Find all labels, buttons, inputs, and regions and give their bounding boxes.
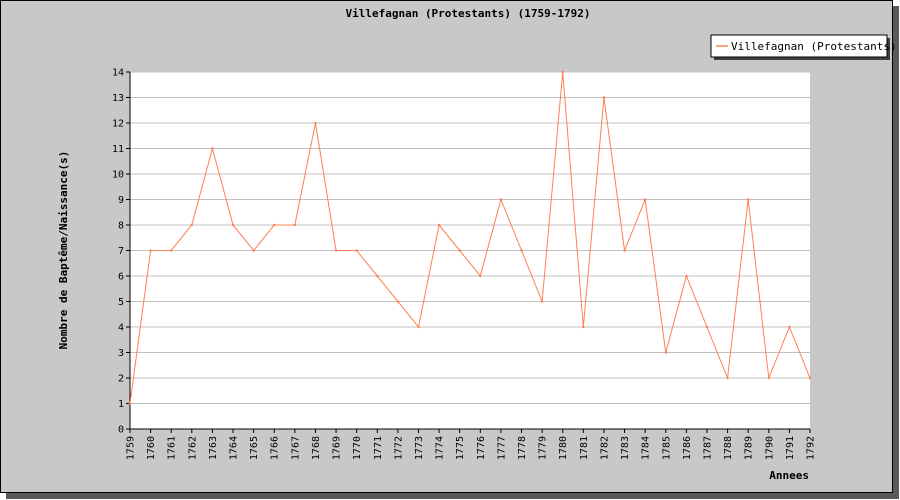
x-tick-label: 1781 — [579, 436, 590, 460]
y-tick-label: 8 — [118, 221, 124, 232]
x-tick-label: 1769 — [332, 436, 343, 460]
data-point — [705, 325, 709, 329]
x-tick-label: 1784 — [641, 436, 652, 460]
x-tick-label: 1786 — [682, 436, 693, 460]
data-point — [437, 223, 441, 227]
data-point — [479, 274, 482, 278]
chart-title: Villefagnan (Protestants) (1759-1792) — [345, 7, 590, 20]
x-tick-label: 1772 — [393, 436, 404, 460]
data-series — [128, 70, 812, 405]
x-tick-label: 1763 — [208, 436, 219, 460]
data-point — [293, 223, 297, 227]
x-tick-label: 1762 — [187, 436, 198, 460]
data-point — [170, 249, 173, 252]
data-point — [355, 249, 358, 252]
y-tick-label: 13 — [112, 93, 124, 104]
x-tick-label: 1759 — [126, 436, 137, 460]
axes — [126, 71, 811, 433]
y-tick-label: 4 — [118, 323, 124, 334]
data-point — [211, 147, 214, 150]
legend-box — [710, 34, 888, 58]
x-tick-label: 1775 — [455, 436, 466, 460]
x-tick-label: 1778 — [517, 436, 528, 460]
x-tick-label: 1768 — [311, 436, 322, 460]
x-tick-label: 1774 — [435, 436, 446, 460]
data-point — [190, 223, 194, 227]
x-tick-label: 1765 — [249, 436, 260, 460]
data-point — [582, 325, 585, 329]
data-point — [808, 376, 812, 380]
data-point — [273, 223, 276, 227]
data-point — [252, 249, 255, 252]
x-tick-label: 1788 — [723, 436, 734, 460]
data-point — [520, 249, 523, 252]
series-line — [129, 71, 811, 404]
y-tick-label: 11 — [112, 144, 124, 155]
x-tick-label: 1791 — [785, 436, 796, 460]
data-point — [376, 274, 379, 278]
x-tick-label: 1790 — [764, 436, 775, 460]
x-tick-label: 1785 — [661, 436, 672, 460]
y-tick-label: 9 — [118, 195, 124, 206]
frame-shadow-right — [893, 6, 899, 499]
x-tick-label: 1777 — [496, 436, 507, 460]
x-tick-label: 1779 — [538, 436, 549, 460]
data-point — [540, 300, 544, 303]
frame-shadow-bottom — [6, 493, 899, 499]
y-tick-label: 6 — [118, 272, 124, 283]
y-tick-label: 10 — [112, 170, 124, 181]
x-tick-label: 1780 — [558, 436, 569, 460]
y-axis-label: Nombre de Baptême/Naissance(s) — [57, 151, 70, 350]
x-axis-label: Annees — [769, 469, 809, 482]
data-point — [561, 70, 564, 74]
data-point — [458, 249, 461, 252]
y-tick-label: 14 — [112, 68, 124, 79]
x-tick-label: 1789 — [744, 436, 755, 460]
x-tick-label: 1771 — [373, 436, 384, 460]
legend: Villefagnan (Protestants) — [710, 34, 897, 60]
y-tick-label: 12 — [112, 119, 124, 130]
x-tick-label: 1764 — [229, 436, 240, 460]
y-tick-label: 1 — [118, 399, 124, 410]
x-tick-label: 1787 — [702, 436, 713, 460]
x-tick-label: 1782 — [599, 436, 610, 460]
y-tick-label: 0 — [118, 425, 124, 436]
data-point — [788, 325, 791, 329]
y-tick-label: 7 — [118, 246, 124, 257]
x-tick-label: 1760 — [146, 436, 157, 460]
data-point — [685, 274, 688, 278]
x-tick-label: 1792 — [806, 436, 817, 460]
data-point — [396, 300, 400, 303]
data-point — [334, 249, 338, 252]
x-tick-label: 1776 — [476, 436, 487, 460]
x-tick-label: 1767 — [290, 436, 301, 460]
x-tick-label: 1770 — [352, 436, 363, 460]
legend-entry: Villefagnan (Protestants) — [731, 40, 897, 53]
data-point — [664, 351, 667, 354]
x-tick-label: 1773 — [414, 436, 425, 460]
data-point — [314, 121, 317, 125]
x-tick-label: 1783 — [620, 436, 631, 460]
y-tick-label: 3 — [118, 348, 124, 359]
data-point — [499, 198, 503, 201]
data-point — [643, 198, 647, 201]
x-tick-labels: 1759 1760 1761 1762 1763 1764 1765 1766 1767 1768… — [126, 436, 817, 460]
y-tick-label: 5 — [118, 297, 124, 308]
y-tick-label: 2 — [118, 374, 124, 385]
data-point — [726, 376, 729, 380]
data-point — [231, 223, 235, 227]
data-point — [623, 249, 626, 252]
data-point — [746, 198, 750, 201]
data-point — [602, 96, 606, 99]
x-tick-label: 1761 — [167, 436, 178, 460]
data-point — [128, 402, 132, 405]
x-tick-label: 1766 — [270, 436, 281, 460]
data-point — [417, 325, 420, 329]
data-point — [767, 376, 770, 380]
data-point — [149, 249, 152, 252]
